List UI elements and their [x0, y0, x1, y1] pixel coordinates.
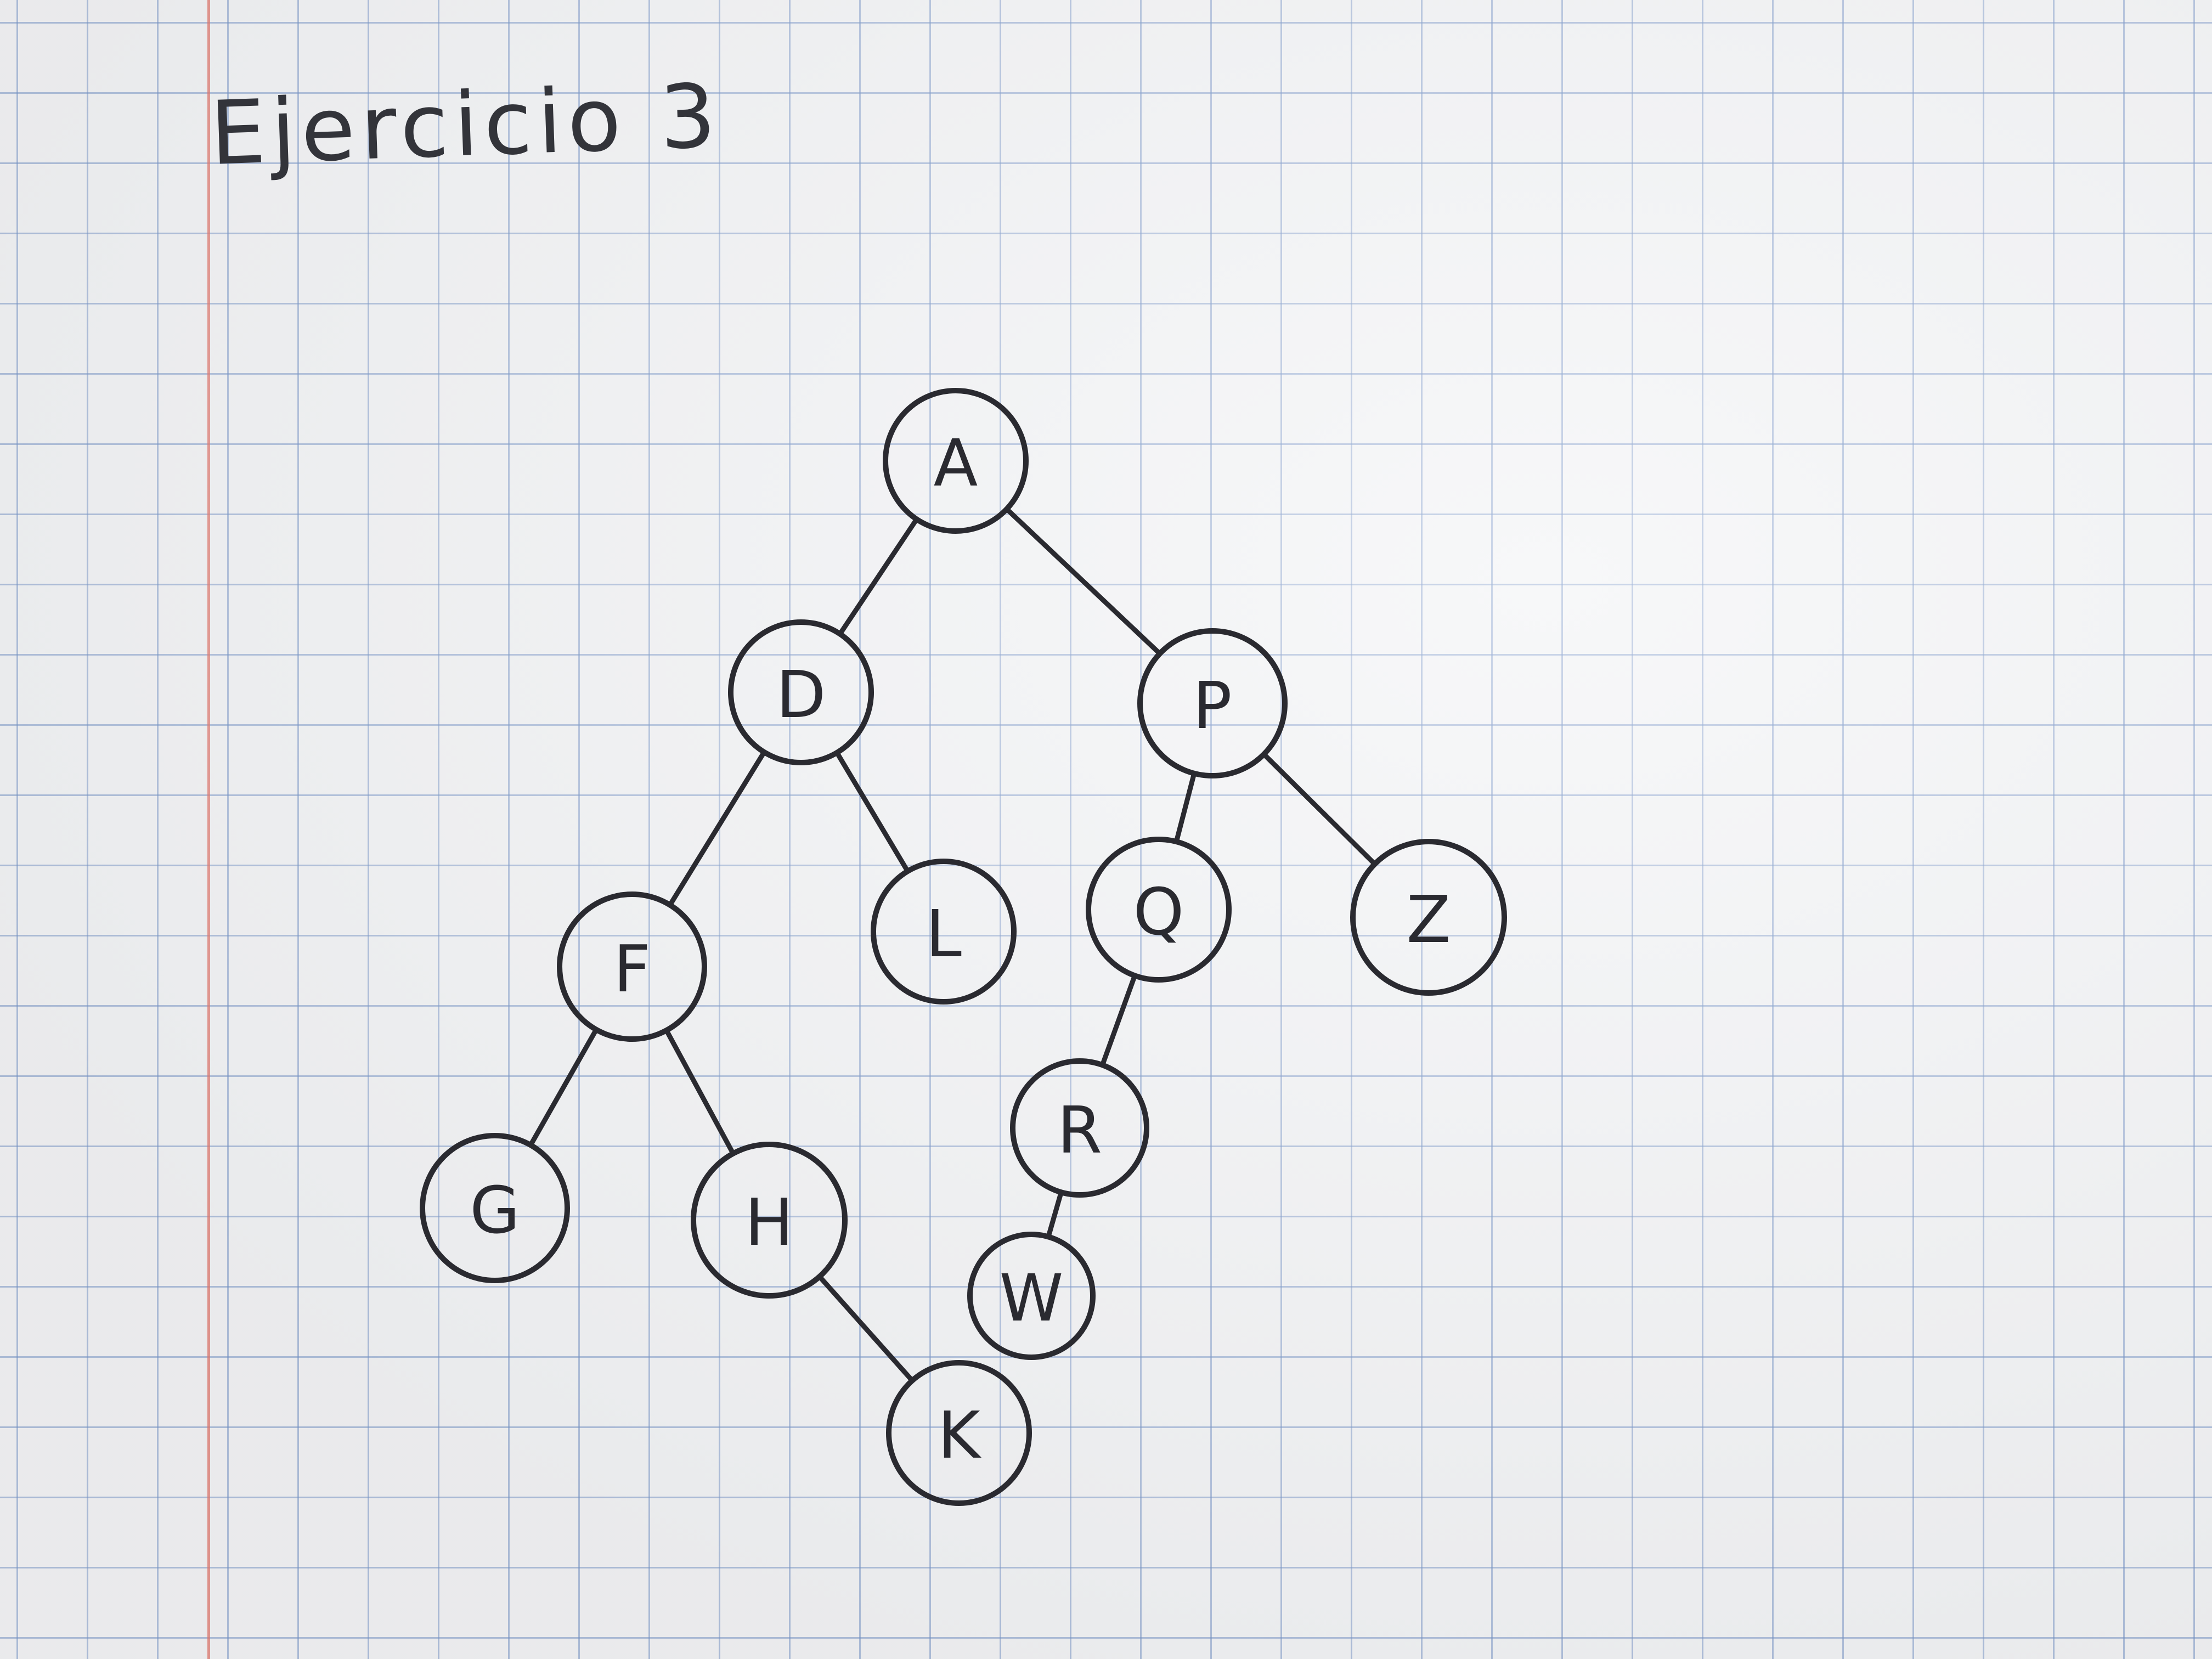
- edge-q-r: [1100, 973, 1137, 1068]
- edge-p-q: [1173, 771, 1197, 844]
- node-label: F: [613, 931, 651, 1007]
- node-h: H: [691, 1142, 848, 1299]
- node-label: A: [934, 425, 978, 501]
- edge-f-g: [528, 1027, 599, 1148]
- node-g: G: [420, 1133, 570, 1283]
- edge-r-w: [1046, 1189, 1064, 1239]
- node-circle: [1010, 1058, 1149, 1198]
- edge-p-z: [1261, 752, 1378, 867]
- node-w: W: [967, 1232, 1096, 1360]
- node-circle: [871, 859, 1017, 1005]
- node-label: P: [1193, 668, 1232, 743]
- node-circle: [728, 619, 874, 765]
- node-circle: [1137, 628, 1288, 778]
- node-label: H: [745, 1184, 794, 1260]
- edge-f-h: [664, 1028, 736, 1156]
- node-r: R: [1010, 1058, 1149, 1198]
- edge-h-k: [817, 1274, 915, 1383]
- node-label: Q: [1133, 874, 1184, 950]
- edge-d-f: [667, 749, 767, 908]
- node-circle: [1350, 839, 1507, 996]
- tree-edges: [528, 506, 1378, 1383]
- node-circle: [420, 1133, 570, 1283]
- node-label: R: [1057, 1092, 1102, 1168]
- node-circle: [886, 1360, 1032, 1506]
- node-label: W: [1000, 1260, 1064, 1336]
- node-q: Q: [1086, 837, 1232, 983]
- node-circle: [691, 1142, 848, 1299]
- node-z: Z: [1350, 839, 1507, 996]
- margin-line: [207, 0, 210, 1659]
- node-label: D: [776, 657, 826, 732]
- node-label: Z: [1407, 882, 1451, 957]
- node-circle: [1086, 837, 1232, 983]
- edge-a-d: [837, 516, 919, 637]
- node-circle: [557, 891, 707, 1042]
- node-a: A: [883, 388, 1029, 534]
- node-k: K: [886, 1360, 1032, 1506]
- node-p: P: [1137, 628, 1288, 778]
- tree-nodes: A D P F L Q Z G H R WK: [420, 388, 1507, 1506]
- node-label: G: [470, 1172, 520, 1248]
- node-circle: [967, 1232, 1096, 1360]
- edge-a-p: [1004, 506, 1163, 656]
- node-d: D: [728, 619, 874, 765]
- node-label: K: [938, 1397, 981, 1473]
- edge-d-l: [834, 750, 910, 874]
- node-f: F: [557, 891, 707, 1042]
- node-circle: [883, 388, 1029, 534]
- node-label: L: [926, 896, 962, 972]
- node-l: L: [871, 859, 1017, 1005]
